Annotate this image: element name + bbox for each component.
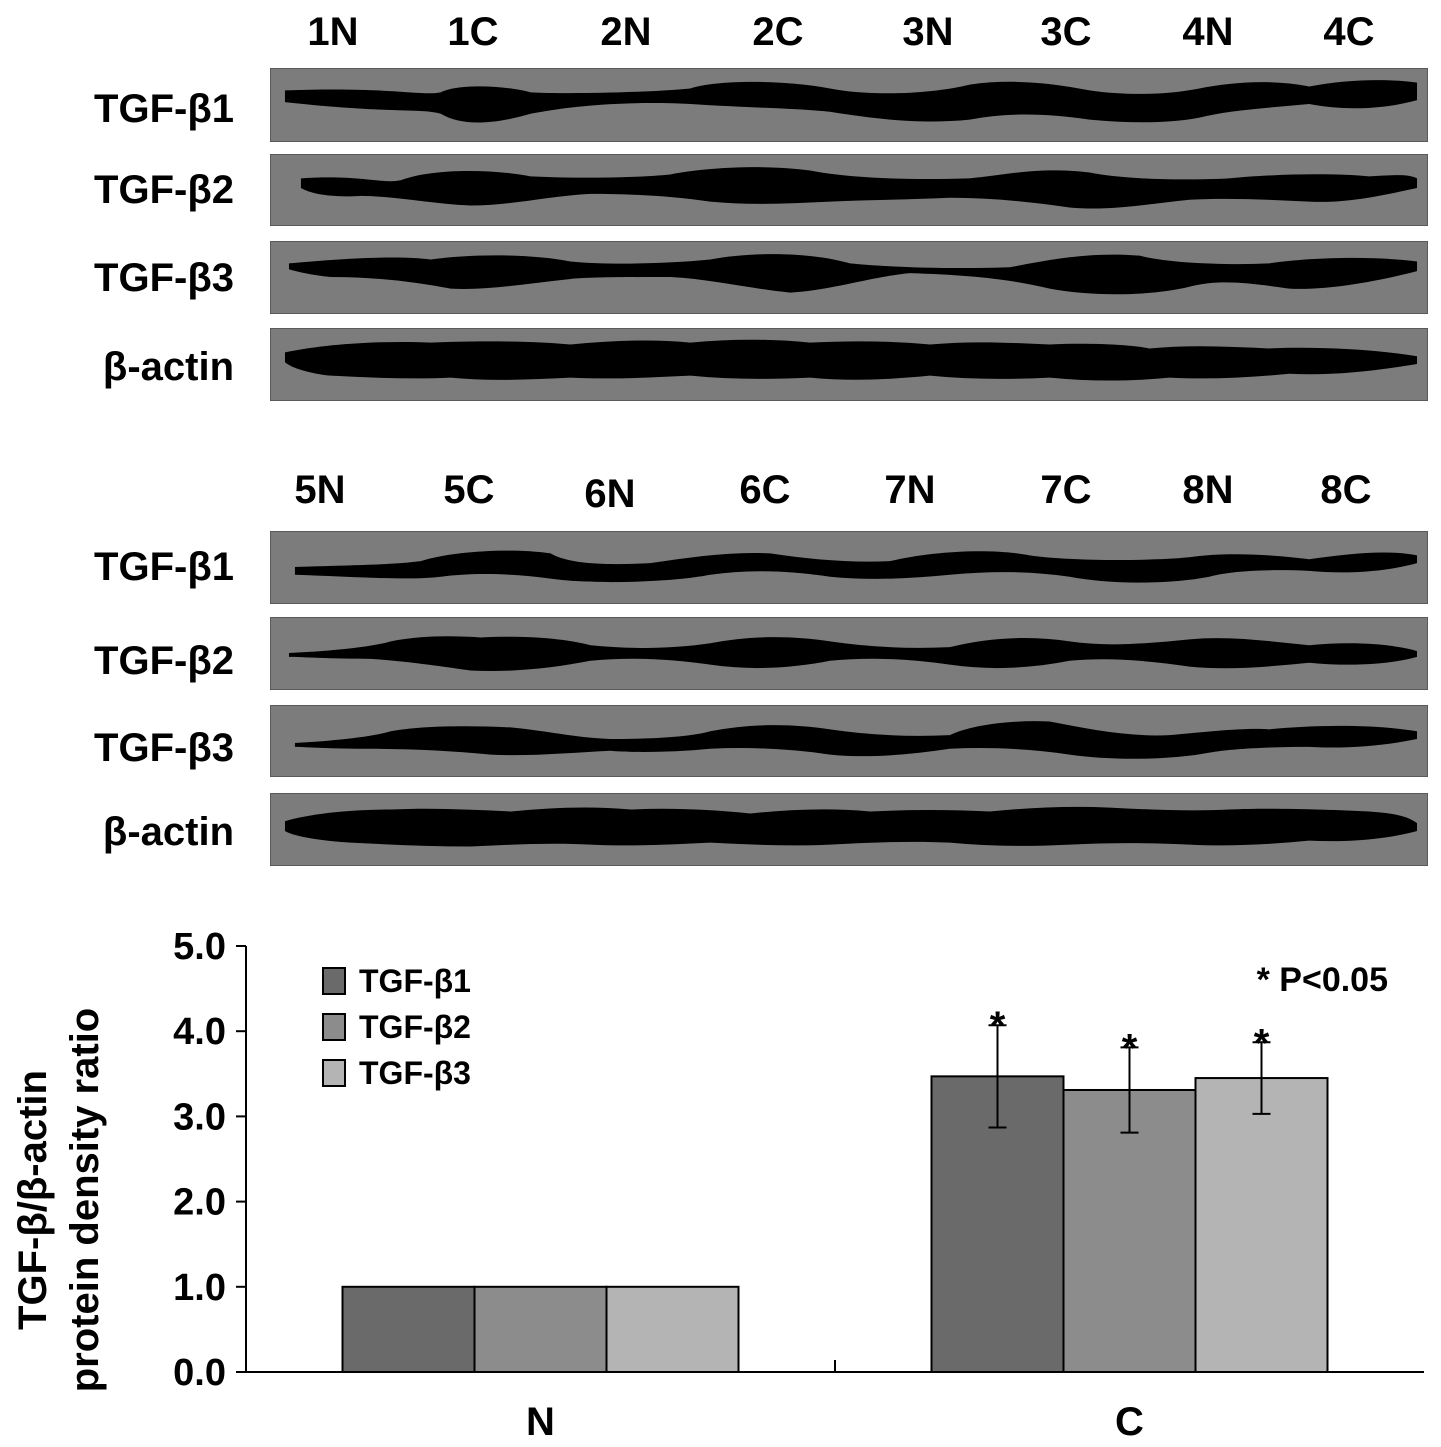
bar: [473, 1285, 608, 1374]
blot-strip: [270, 68, 1428, 142]
bar: [341, 1285, 476, 1374]
legend-label: TGF-β2: [359, 1009, 471, 1045]
legend-label: TGF-β1: [359, 963, 471, 999]
y-axis-ticks: 0.0 1.0 2.0 3.0 4.0 5.0: [173, 926, 246, 1394]
lane-label: 7C: [1040, 468, 1092, 512]
lane-label: 1N: [307, 10, 359, 54]
blot-strip: [270, 793, 1428, 866]
legend-swatch: [322, 967, 346, 995]
blot-strip: [270, 241, 1428, 314]
band-shape: [288, 636, 1418, 672]
band-shape: [284, 80, 1418, 123]
error-bars: * * *: [988, 1004, 1271, 1134]
lane-label: 5N: [294, 468, 346, 512]
legend-label: TGF-β3: [359, 1055, 471, 1091]
blot-row-label: β-actin: [102, 345, 234, 389]
band-shape: [294, 550, 1418, 583]
x-category-label: C: [1115, 1400, 1144, 1444]
y-axis-label: TGF-β/β-actin protein density ratio: [11, 1008, 107, 1393]
bar: [1062, 1088, 1197, 1374]
lane-label: 3C: [1040, 10, 1092, 54]
lane-label: 6C: [739, 468, 791, 512]
significance-annotation: * P<0.05: [1257, 961, 1388, 999]
band-shape: [294, 721, 1418, 759]
significance-marker: *: [1254, 1021, 1270, 1065]
y-tick-label: 4.0: [173, 1011, 226, 1053]
y-tick-label: 0.0: [173, 1352, 226, 1394]
band-shape: [284, 806, 1418, 847]
lane-label: 2N: [600, 10, 652, 54]
blot-strip: [270, 617, 1428, 690]
lane-label: 3N: [902, 10, 954, 54]
bar: [1194, 1077, 1329, 1374]
legend-swatch: [322, 1013, 346, 1041]
bar-chart: TGF-β/β-actin protein density ratio 0.0 1…: [11, 926, 1424, 1444]
blot-strip: [270, 328, 1428, 401]
bar: [605, 1285, 740, 1374]
blot-strip: [270, 531, 1428, 604]
band-shape: [284, 339, 1418, 381]
lane-label: 4C: [1323, 10, 1375, 54]
lane-label: 7N: [884, 468, 936, 512]
lane-label: 4N: [1182, 10, 1234, 54]
y-tick-label: 3.0: [173, 1096, 226, 1138]
lane-label: 8C: [1320, 468, 1372, 512]
blot-row-label: TGF-β1: [94, 87, 234, 131]
blot-strip: [270, 154, 1428, 226]
y-tick-label: 5.0: [173, 926, 226, 968]
lane-label: 1C: [447, 10, 499, 54]
bars: [341, 1075, 1329, 1374]
significance-marker: *: [1122, 1026, 1138, 1070]
lane-label: 6N: [584, 472, 636, 516]
svg-text:TGF-β/β-actin: TGF-β/β-actin: [11, 1070, 55, 1330]
y-tick-label: 1.0: [173, 1267, 226, 1309]
lane-label: 5C: [443, 468, 495, 512]
legend: TGF-β1 TGF-β2 TGF-β3: [322, 963, 471, 1091]
blot-row-label: TGF-β2: [94, 168, 234, 212]
significance-marker: *: [990, 1004, 1006, 1048]
x-category-label: N: [526, 1400, 555, 1444]
lane-label: 2C: [752, 10, 804, 54]
blot-strip: [270, 705, 1428, 777]
legend-swatch: [322, 1059, 346, 1087]
blot-row-label: TGF-β3: [94, 726, 234, 770]
blot-row-label: TGF-β2: [94, 639, 234, 683]
axes: [245, 946, 1424, 1373]
blot-row-label: β-actin: [102, 810, 234, 854]
svg-text:protein density ratio: protein density ratio: [63, 1008, 107, 1393]
y-tick-label: 2.0: [173, 1182, 226, 1224]
band-shape: [300, 167, 1418, 209]
lane-label: 8N: [1182, 468, 1234, 512]
blot-row-label: TGF-β3: [94, 256, 234, 300]
blot-row-label: TGF-β1: [94, 545, 234, 589]
band-shape: [288, 254, 1418, 295]
